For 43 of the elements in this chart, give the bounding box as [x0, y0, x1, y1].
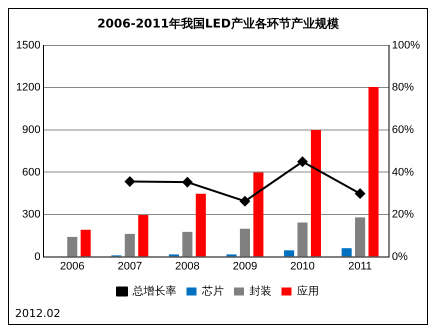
legend-label: 总增长率 — [132, 284, 176, 298]
bar — [253, 172, 264, 256]
legend-label: 芯片 — [201, 284, 224, 298]
bar — [67, 236, 78, 256]
y2-tick-label: 100% — [392, 39, 420, 52]
bar — [182, 232, 192, 256]
y2-tick-label: 80% — [392, 82, 414, 94]
text: 2012.02 — [14, 307, 62, 322]
bar — [355, 217, 366, 256]
bar — [342, 248, 352, 256]
x-tick-label: 2009 — [232, 260, 258, 272]
chart-title: 2006-2011年我国LED产业各环节产业规模 — [97, 16, 339, 30]
x-tick-label: 2010 — [290, 260, 315, 272]
legend-label: 应用 — [297, 284, 319, 298]
bar — [368, 86, 379, 256]
y-tick-label: 0 — [34, 250, 40, 263]
bar — [240, 228, 250, 256]
x-tick-label: 2007 — [118, 260, 142, 272]
y-tick-label: 600 — [22, 166, 40, 178]
bar — [196, 194, 206, 256]
bar — [310, 130, 321, 256]
x-tick-label: 2011 — [348, 260, 372, 272]
y-tick-label: 900 — [22, 124, 40, 136]
bar — [124, 234, 135, 256]
bar — [297, 222, 308, 256]
point — [182, 177, 192, 188]
y-tick-label: 1500 — [16, 39, 40, 52]
bar — [80, 230, 91, 256]
point — [240, 196, 250, 206]
y-tick-label: 1200 — [16, 82, 40, 94]
bar — [284, 250, 294, 256]
legend-label: 封装 — [250, 284, 272, 298]
x-tick-label: 2008 — [175, 260, 200, 272]
point — [355, 188, 366, 199]
y2-tick-label: 60% — [392, 124, 414, 136]
x-tick-label: 2006 — [60, 260, 84, 272]
y2-tick-label: 40% — [392, 166, 414, 178]
point — [124, 176, 135, 187]
bar — [138, 214, 148, 256]
y2-tick-label: 0% — [392, 250, 408, 263]
y-tick-label: 300 — [22, 208, 40, 221]
point — [298, 156, 308, 167]
y2-tick-label: 20% — [392, 208, 414, 221]
